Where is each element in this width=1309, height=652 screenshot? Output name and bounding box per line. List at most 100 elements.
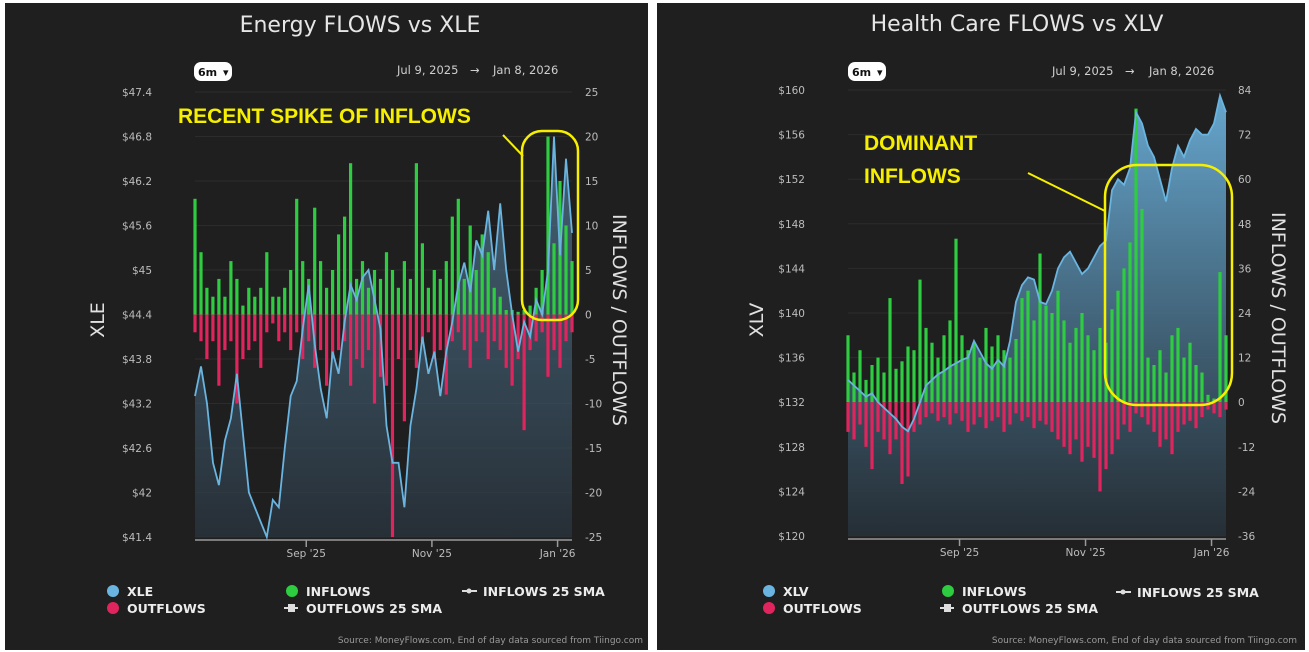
outflow-bar bbox=[1044, 402, 1048, 425]
legend-item-outflows-sma[interactable]: OUTFLOWS 25 SMA bbox=[940, 601, 1098, 616]
outflow-bar bbox=[534, 314, 538, 342]
inflow-bar bbox=[193, 198, 197, 315]
outflow-bar bbox=[540, 314, 544, 333]
y-axis-left-label: XLE bbox=[87, 302, 109, 338]
inflow-bar bbox=[199, 252, 203, 315]
x-tick-label: Jan '26 bbox=[1193, 547, 1230, 559]
outflow-bar bbox=[516, 314, 520, 359]
chart-title: Energy FLOWS vs XLE bbox=[240, 13, 481, 38]
outflow-bar bbox=[1092, 402, 1096, 458]
arrow-right-icon: → bbox=[470, 63, 480, 77]
price-area-fill bbox=[195, 136, 572, 537]
y-tick-left: $44.4 bbox=[122, 310, 152, 322]
outflow-bar bbox=[438, 314, 442, 351]
outflow-bar bbox=[1170, 402, 1174, 455]
inflow-bar bbox=[432, 270, 436, 315]
inflow-bar bbox=[1026, 290, 1030, 403]
outflow-bar bbox=[271, 314, 275, 324]
health-care-panel: Health Care FLOWS vs XLV 6m ▾ Jul 9, 202… bbox=[657, 3, 1305, 650]
inflow-bar bbox=[474, 270, 478, 315]
y-tick-right: 0 bbox=[1238, 397, 1245, 409]
range-button[interactable]: 6m ▾ bbox=[194, 62, 232, 81]
inflow-bar bbox=[1182, 357, 1186, 403]
outflow-bar bbox=[558, 314, 562, 368]
svg-text:XLV: XLV bbox=[783, 584, 809, 599]
inflow-bar bbox=[378, 278, 383, 315]
date-from[interactable]: Jul 9, 2025 bbox=[396, 63, 458, 77]
inflow-bar bbox=[486, 252, 490, 315]
inflow-bar bbox=[247, 287, 251, 315]
y-tick-left: $132 bbox=[778, 397, 805, 409]
annotation-highlight bbox=[1103, 163, 1234, 407]
legend-item-inflows-sma[interactable]: INFLOWS 25 SMA bbox=[462, 584, 605, 599]
legend-item-outflows-sma[interactable]: OUTFLOWS 25 SMA bbox=[284, 601, 442, 616]
svg-text:OUTFLOWS 25 SMA: OUTFLOWS 25 SMA bbox=[962, 601, 1098, 616]
legend-item-xlv[interactable]: XLV bbox=[763, 584, 809, 599]
outflow-bar bbox=[972, 402, 976, 425]
outflow-bar bbox=[924, 402, 928, 418]
y-tick-right: 20 bbox=[585, 132, 598, 144]
range-button[interactable]: 6m ▾ bbox=[848, 62, 886, 81]
legend-item-outflows[interactable]: OUTFLOWS bbox=[763, 601, 862, 616]
inflow-bar bbox=[1080, 313, 1084, 403]
inflow-bar bbox=[546, 136, 550, 315]
x-tick-label: Nov '25 bbox=[1066, 547, 1106, 559]
outflow-bar bbox=[378, 314, 383, 377]
outflow-bar bbox=[223, 314, 227, 351]
outflow-bar bbox=[456, 314, 460, 333]
y-tick-left: $136 bbox=[778, 353, 805, 365]
outflow-bar bbox=[1200, 402, 1204, 418]
annotation-pointer bbox=[1027, 172, 1106, 212]
inflow-bar bbox=[966, 350, 970, 403]
legend-item-outflows[interactable]: OUTFLOWS bbox=[107, 601, 206, 616]
outflow-bar bbox=[1152, 402, 1156, 432]
outflow-bar bbox=[396, 314, 400, 359]
outflow-bar bbox=[366, 314, 371, 351]
y-tick-left: $140 bbox=[778, 308, 805, 320]
inflow-bar bbox=[948, 320, 952, 403]
inflow-bar bbox=[408, 278, 412, 315]
outflow-bar bbox=[876, 402, 880, 432]
outflow-bar bbox=[408, 314, 412, 351]
inflow-bar bbox=[414, 163, 418, 315]
date-from[interactable]: Jul 9, 2025 bbox=[1051, 64, 1113, 78]
inflow-bar bbox=[912, 350, 916, 403]
annotation-pointer bbox=[502, 134, 524, 157]
outflow-bar bbox=[1110, 402, 1114, 455]
inflow-bar bbox=[1176, 327, 1180, 403]
svg-text:OUTFLOWS 25 SMA: OUTFLOWS 25 SMA bbox=[306, 601, 442, 616]
y-tick-left: $160 bbox=[778, 85, 805, 97]
inflow-bar bbox=[864, 379, 868, 403]
date-to[interactable]: Jan 8, 2026 bbox=[492, 63, 558, 77]
inflow-bar bbox=[1170, 335, 1174, 403]
outflow-bar bbox=[229, 314, 233, 342]
outflow-bar bbox=[289, 314, 293, 351]
legend-item-inflows[interactable]: INFLOWS bbox=[286, 584, 371, 599]
inflow-bar bbox=[331, 270, 335, 315]
y-tick-right: 25 bbox=[585, 87, 598, 99]
outflow-bar bbox=[235, 314, 239, 404]
arrow-right-icon: → bbox=[1125, 64, 1135, 78]
outflow-bar bbox=[1026, 402, 1030, 418]
y-axis-left-label: XLV bbox=[746, 303, 768, 338]
outflow-bar bbox=[432, 314, 436, 359]
legend-item-xle[interactable]: XLE bbox=[107, 584, 153, 599]
inflow-bar bbox=[876, 357, 880, 403]
outflow-bar bbox=[846, 402, 850, 432]
outflow-bar bbox=[936, 402, 940, 421]
outflow-bar bbox=[1164, 402, 1168, 440]
outflow-bar bbox=[420, 314, 424, 342]
svg-text:XLE: XLE bbox=[127, 584, 153, 599]
inflow-bar bbox=[882, 372, 886, 403]
inflow-bar bbox=[307, 278, 311, 315]
inflow-bar bbox=[960, 335, 964, 403]
outflow-bar bbox=[996, 402, 1000, 418]
inflow-bar bbox=[390, 270, 395, 315]
outflow-bar bbox=[1014, 402, 1018, 414]
legend-item-inflows-sma[interactable]: INFLOWS 25 SMA bbox=[1116, 585, 1259, 600]
y-tick-left: $120 bbox=[778, 531, 805, 543]
legend-item-inflows[interactable]: INFLOWS bbox=[942, 584, 1027, 599]
inflow-bar bbox=[1164, 372, 1168, 403]
y-tick-right: 84 bbox=[1238, 85, 1252, 97]
date-to[interactable]: Jan 8, 2026 bbox=[1148, 64, 1214, 78]
